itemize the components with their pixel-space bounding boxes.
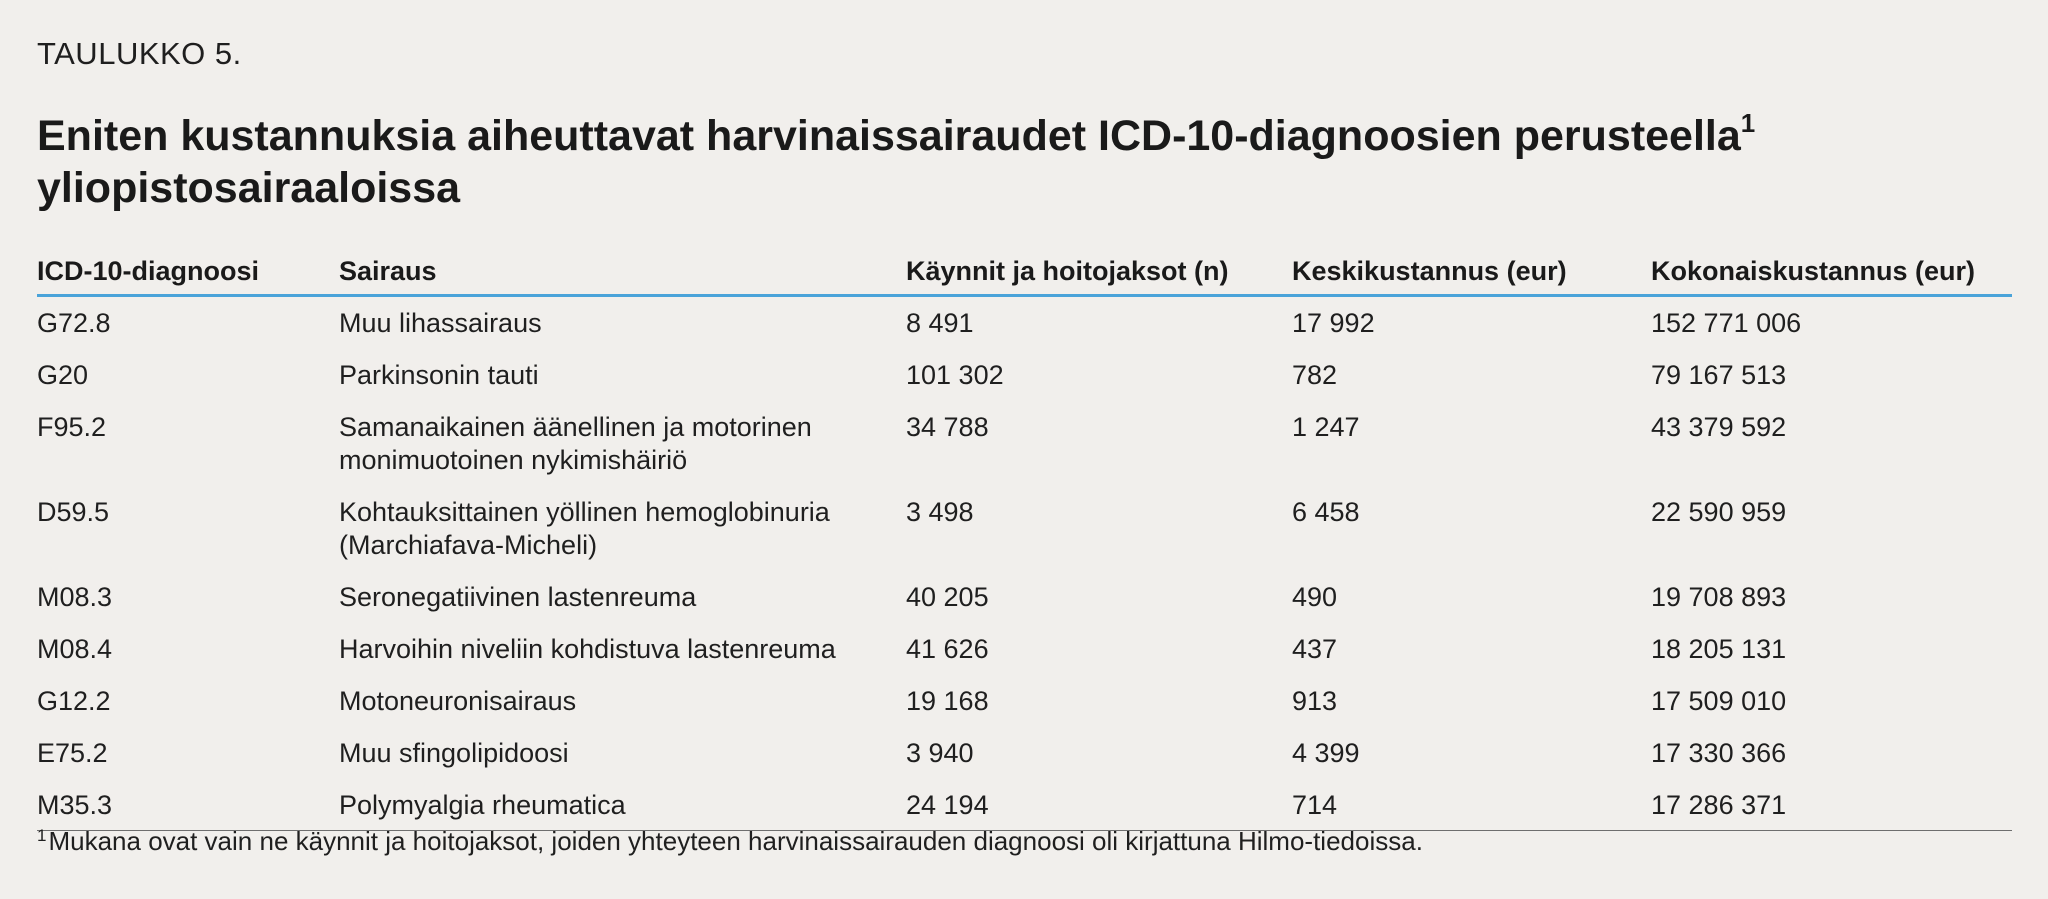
cell-icd10: M08.4 — [37, 634, 113, 664]
header-kokonaiskustannus: Kokonaiskustannus (eur) — [1651, 248, 2012, 297]
cell-sairaus: Harvoihin niveliin kohdistuva lastenreum… — [339, 634, 836, 664]
cell-sairaus: Seronegatiivinen lastenreuma — [339, 582, 697, 612]
cell-kokonaiskustannus: 152 771 006 — [1651, 308, 1802, 338]
table-title: Eniten kustannuksia aiheuttavat harvinai… — [37, 110, 1937, 214]
cell-kaynnit: 34 788 — [906, 412, 989, 442]
header-kaynnit: Käynnit ja hoitojaksot (n) — [906, 248, 1292, 297]
header-icd10: ICD-10-diagnoosi — [37, 248, 339, 297]
cell-kokonaiskustannus: 17 330 366 — [1651, 738, 1787, 768]
cell-icd10: D59.5 — [37, 497, 110, 527]
cell-sairaus: Polymyalgia rheumatica — [339, 779, 906, 831]
cell-kokonaiskustannus: 18 205 131 — [1651, 634, 1787, 664]
cell-icd10: M08.3 — [37, 582, 113, 612]
header-sairaus: Sairaus — [339, 248, 906, 297]
table-label: TAULUKKO 5. — [37, 36, 242, 71]
data-table-container: ICD-10-diagnoosi Sairaus Käynnit ja hoit… — [37, 248, 2012, 831]
cell-icd10: E75.2 — [37, 738, 108, 768]
table-row: G12.2 Motoneuronisairaus 19 168 913 17 5… — [37, 675, 2012, 727]
table-row: G72.8 Muu lihassairaus 8 491 17 992 152 … — [37, 296, 2012, 350]
footnote-marker: 1 — [37, 826, 47, 845]
cell-kokonaiskustannus: 22 590 959 — [1651, 497, 1787, 527]
table-row: F95.2 Samanaikainen äänellinen ja motori… — [37, 401, 2012, 486]
cell-kaynnit: 3 498 — [906, 497, 974, 527]
cell-kaynnit: 101 302 — [906, 360, 1004, 390]
cell-keskikustannus: 4 399 — [1292, 738, 1360, 768]
cell-icd10: G20 — [37, 360, 89, 390]
table-row: D59.5 Kohtauksittainen yöllinen hemoglob… — [37, 486, 2012, 571]
cell-kokonaiskustannus: 17 286 371 — [1651, 779, 2012, 831]
cell-sairaus: Motoneuronisairaus — [339, 686, 577, 716]
cell-icd10: M35.3 — [37, 779, 339, 831]
cell-keskikustannus: 913 — [1292, 686, 1338, 716]
cell-icd10: G72.8 — [37, 308, 111, 338]
cell-sairaus: Muu sfingolipidoosi — [339, 738, 569, 768]
cell-kaynnit: 41 626 — [906, 634, 989, 664]
table-row: M08.3 Seronegatiivinen lastenreuma 40 20… — [37, 571, 2012, 623]
cell-sairaus: Muu lihassairaus — [339, 308, 542, 338]
cell-keskikustannus: 17 992 — [1292, 308, 1375, 338]
cell-keskikustannus: 782 — [1292, 360, 1338, 390]
table-header-row: ICD-10-diagnoosi Sairaus Käynnit ja hoit… — [37, 248, 2012, 297]
cell-keskikustannus: 6 458 — [1292, 497, 1360, 527]
cell-kaynnit: 8 491 — [906, 308, 974, 338]
cell-keskikustannus: 437 — [1292, 634, 1338, 664]
title-footnote-marker: 1 — [1740, 108, 1756, 138]
cell-sairaus: Parkinsonin tauti — [339, 360, 539, 390]
cell-kokonaiskustannus: 43 379 592 — [1651, 412, 1787, 442]
table-row: M08.4 Harvoihin niveliin kohdistuva last… — [37, 623, 2012, 675]
cell-kokonaiskustannus: 19 708 893 — [1651, 582, 1787, 612]
cell-kaynnit: 19 168 — [906, 686, 989, 716]
title-text-line2: yliopistosairaaloissa — [37, 164, 461, 212]
title-text: Eniten kustannuksia aiheuttavat harvinai… — [37, 112, 1741, 160]
footnote-text: Mukana ovat vain ne käynnit ja hoitojaks… — [48, 826, 1423, 856]
data-table: ICD-10-diagnoosi Sairaus Käynnit ja hoit… — [37, 248, 2012, 831]
cell-kaynnit: 24 194 — [906, 779, 1292, 831]
header-keskikustannus: Keskikustannus (eur) — [1292, 248, 1651, 297]
table-row: E75.2 Muu sfingolipidoosi 3 940 4 399 17… — [37, 727, 2012, 779]
cell-keskikustannus: 1 247 — [1292, 412, 1360, 442]
table-footnote: 1Mukana ovat vain ne käynnit ja hoitojak… — [37, 826, 1423, 857]
cell-sairaus: Samanaikainen äänellinen ja motorinen mo… — [339, 412, 812, 475]
cell-kokonaiskustannus: 79 167 513 — [1651, 360, 1787, 390]
cell-sairaus: Kohtauksittainen yöllinen hemoglobinuria… — [339, 497, 830, 560]
table-row: G20 Parkinsonin tauti 101 302 782 79 167… — [37, 349, 2012, 401]
cell-keskikustannus: 490 — [1292, 582, 1338, 612]
cell-kaynnit: 40 205 — [906, 582, 989, 612]
cell-kokonaiskustannus: 17 509 010 — [1651, 686, 1787, 716]
table-row: M35.3 Polymyalgia rheumatica 24 194 714 … — [37, 779, 2012, 831]
cell-icd10: F95.2 — [37, 412, 107, 442]
cell-keskikustannus: 714 — [1292, 779, 1651, 831]
cell-kaynnit: 3 940 — [906, 738, 974, 768]
cell-icd10: G12.2 — [37, 686, 111, 716]
